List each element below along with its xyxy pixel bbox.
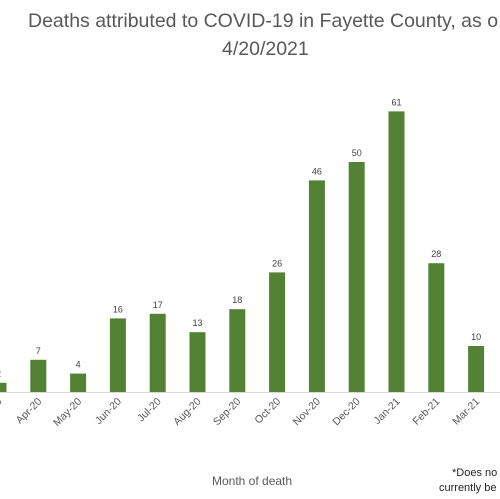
data-label-Mar-20: 2 <box>0 369 1 379</box>
x-axis-label: Month of death <box>212 474 293 488</box>
data-label-May-20: 4 <box>76 360 81 370</box>
x-tick-label-Mar-20: r-20 <box>0 396 5 418</box>
x-tick-label-Feb-21: Feb-21 <box>410 396 442 428</box>
data-label-Feb-21: 28 <box>431 249 441 259</box>
data-label-Dec-20: 50 <box>352 148 362 158</box>
bar-Feb-21 <box>428 263 445 392</box>
data-label-Nov-20: 46 <box>312 166 322 176</box>
chart-title-line-1: Deaths attributed to COVID-19 in Fayette… <box>28 10 499 32</box>
x-tick-label-May-20: May-20 <box>51 396 84 429</box>
data-label-Aug-20: 13 <box>192 318 202 328</box>
data-label-Jun-20: 16 <box>113 304 123 314</box>
data-label-Mar-21: 10 <box>471 332 481 342</box>
bar-Aug-20 <box>189 332 206 392</box>
data-label-Oct-20: 26 <box>272 258 282 268</box>
data-label-Sep-20: 18 <box>232 295 242 305</box>
bar-Apr-20 <box>30 359 47 392</box>
footnote-line-1: *Does no <box>452 467 498 479</box>
bar-Mar-21 <box>468 346 485 392</box>
bar-Mar-20 <box>0 382 7 392</box>
bar-Jun-20 <box>109 318 126 392</box>
bar-Nov-20 <box>308 180 325 392</box>
x-tick-label-Jan-21: Jan-21 <box>371 396 402 427</box>
x-tick-label-Jul-20: Jul-20 <box>135 396 164 425</box>
data-label-Jul-20: 17 <box>153 300 163 310</box>
bar-Sep-20 <box>229 309 246 392</box>
footnote-line-2: currently be <box>439 482 497 494</box>
x-tick-label-Aug-20: Aug-20 <box>171 396 204 429</box>
x-tick-label-Dec-20: Dec-20 <box>330 396 363 429</box>
bar-Jan-21 <box>388 111 405 393</box>
x-tick-label-Jun-20: Jun-20 <box>93 396 124 427</box>
data-label-Apr-20: 7 <box>36 346 41 356</box>
x-tick-label-Apr-20: Apr-20 <box>14 396 45 427</box>
chart-title-line-2: 4/20/2021 <box>222 38 309 60</box>
x-tick-label-Sep-20: Sep-20 <box>211 396 244 429</box>
bar-Dec-20 <box>348 162 365 392</box>
bar-Jul-20 <box>149 313 166 392</box>
bar-Oct-20 <box>269 272 286 392</box>
x-tick-label-Mar-21: Mar-21 <box>450 396 482 428</box>
data-label-Jan-21: 61 <box>391 97 401 107</box>
bar-May-20 <box>70 373 87 392</box>
x-tick-label-Nov-20: Nov-20 <box>291 396 324 429</box>
x-tick-label-Oct-20: Oct-20 <box>252 396 283 427</box>
